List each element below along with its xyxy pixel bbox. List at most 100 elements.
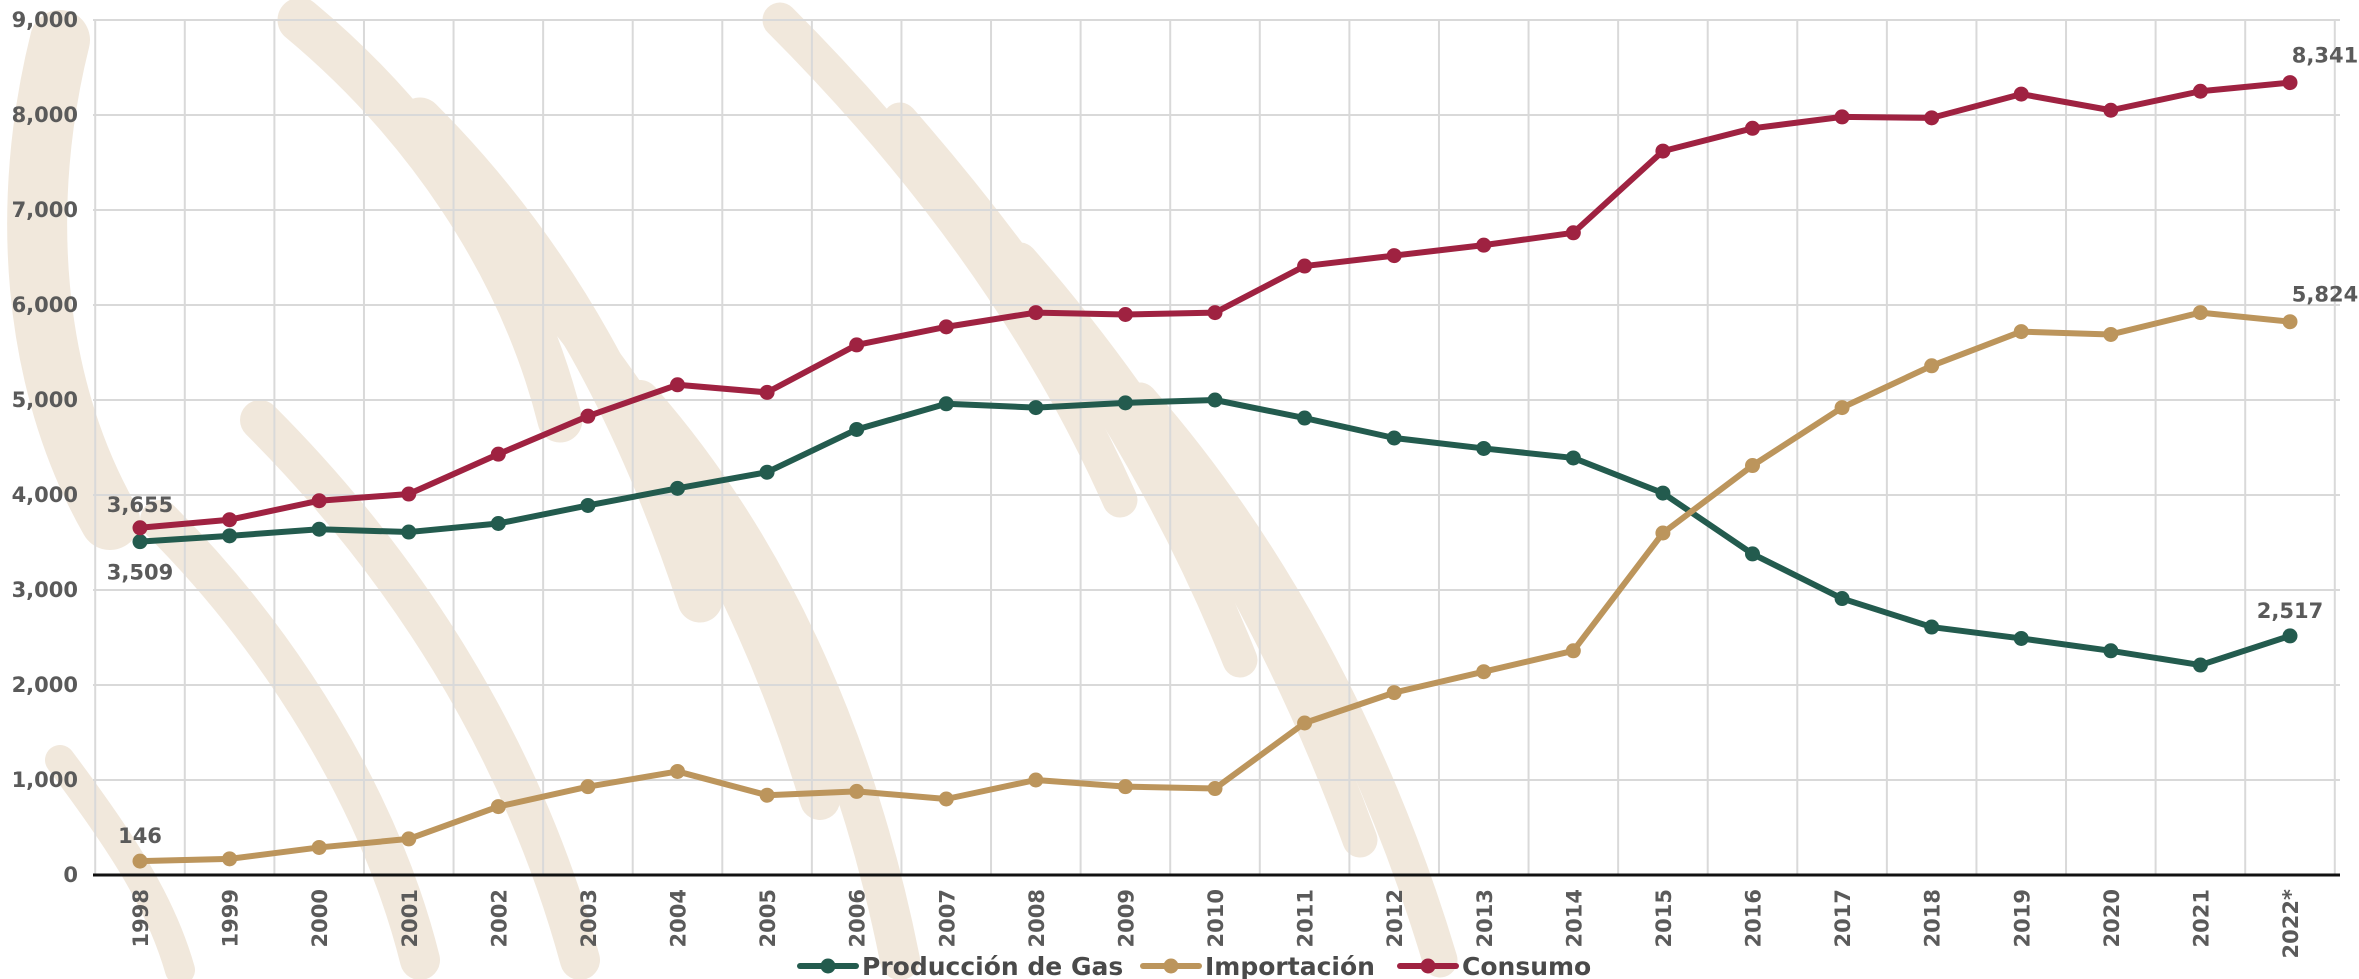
background-watermark [7, 0, 1458, 979]
data-point [1745, 120, 1760, 136]
y-tick-label: 4,000 [12, 483, 78, 507]
legend-item: Importación [1140, 952, 1375, 979]
data-point [1028, 400, 1044, 416]
data-point [938, 319, 954, 335]
data-point [1207, 781, 1223, 797]
data-point [311, 521, 327, 537]
x-tick-label: 2018 [1921, 889, 1945, 947]
data-point [2192, 305, 2208, 321]
y-tick-label: 2,000 [12, 673, 78, 697]
data-point [1476, 440, 1492, 456]
data-point [311, 493, 327, 509]
series-0 [132, 392, 2298, 673]
data-point [2103, 643, 2119, 659]
data-point [1834, 109, 1850, 125]
x-tick-label: 2019 [2010, 889, 2034, 947]
data-point [1655, 143, 1671, 159]
chart-grid [93, 19, 2340, 875]
data-point [849, 783, 865, 799]
data-point [1117, 395, 1133, 411]
data-point [1834, 400, 1850, 416]
data-point [2013, 630, 2029, 646]
legend-swatch-marker [1163, 958, 1179, 974]
data-label: 3,655 [107, 493, 173, 517]
data-point [759, 384, 775, 400]
x-axis-tick-labels: 1998 1999 2000 2001 2002 2003 2004 2005 2006 2007… [129, 889, 2303, 958]
legend-swatch-marker [1420, 958, 1436, 974]
data-point [1655, 525, 1671, 541]
data-point [849, 337, 865, 353]
data-point [401, 831, 417, 847]
data-label-group: 3,655 3,509 146 8,341 5,824 2,517 [107, 44, 2358, 849]
data-point [490, 516, 506, 531]
data-point [1028, 305, 1044, 321]
legend-item: Producción de Gas [797, 952, 1123, 979]
data-point [132, 853, 148, 869]
x-tick-label: 2014 [1562, 889, 1586, 947]
data-point [2282, 314, 2298, 330]
x-tick-label: 2004 [667, 889, 691, 947]
x-tick-label: 2001 [398, 889, 422, 947]
data-point [670, 377, 685, 393]
data-point [1117, 779, 1133, 795]
data-point [1655, 485, 1671, 501]
y-tick-label: 5,000 [12, 388, 78, 412]
data-point [1386, 685, 1402, 701]
x-tick-label: 2015 [1652, 889, 1676, 947]
data-point [311, 839, 327, 855]
data-label: 8,341 [2292, 44, 2358, 68]
data-point [670, 480, 685, 496]
data-label: 2,517 [2257, 599, 2323, 623]
x-tick-label: 2012 [1383, 889, 1407, 947]
data-point [1565, 225, 1581, 241]
data-point [2103, 326, 2119, 342]
data-label: 3,509 [107, 561, 173, 585]
data-point [1745, 546, 1760, 562]
data-point [222, 851, 238, 867]
x-tick-label: 2006 [846, 889, 870, 947]
data-point [1834, 591, 1850, 607]
x-tick-label: 2010 [1204, 889, 1228, 947]
x-tick-label: 2007 [935, 889, 959, 947]
x-tick-label: 2016 [1742, 889, 1766, 947]
data-point [2192, 83, 2208, 99]
data-point [670, 763, 685, 779]
x-tick-label: 2021 [2189, 889, 2213, 947]
data-point [1297, 410, 1313, 426]
x-tick-label: 2013 [1473, 889, 1497, 947]
data-point [938, 396, 954, 412]
y-tick-label: 7,000 [12, 198, 78, 222]
data-point [1386, 430, 1402, 446]
series-1 [132, 305, 2298, 869]
data-point [1476, 664, 1492, 680]
data-label: 5,824 [2292, 283, 2358, 307]
data-point [1297, 715, 1313, 731]
x-tick-label: 2020 [2100, 889, 2124, 947]
data-point [1565, 643, 1581, 659]
x-tick-label: 2011 [1294, 889, 1318, 947]
x-tick-label: 2003 [577, 889, 601, 947]
y-tick-label: 1,000 [12, 768, 78, 792]
data-point [580, 497, 596, 513]
data-point [490, 446, 506, 462]
data-point [2013, 86, 2029, 102]
data-point [1476, 237, 1492, 253]
legend-label: Importación [1205, 952, 1375, 979]
legend-label: Producción de Gas [862, 952, 1123, 979]
y-tick-label: 0 [63, 863, 78, 887]
x-tick-label: 2005 [756, 889, 780, 947]
data-point [2282, 75, 2298, 91]
data-point [132, 520, 148, 536]
data-point [1565, 450, 1581, 466]
y-tick-label: 9,000 [12, 8, 78, 32]
data-point [759, 464, 775, 480]
data-point [580, 408, 596, 424]
data-point [580, 779, 596, 795]
y-tick-label: 3,000 [12, 578, 78, 602]
x-tick-label: 2000 [308, 889, 332, 947]
data-point [222, 512, 238, 528]
data-point [2192, 657, 2208, 673]
series-group [132, 75, 2298, 869]
legend-label: Consumo [1462, 952, 1591, 979]
